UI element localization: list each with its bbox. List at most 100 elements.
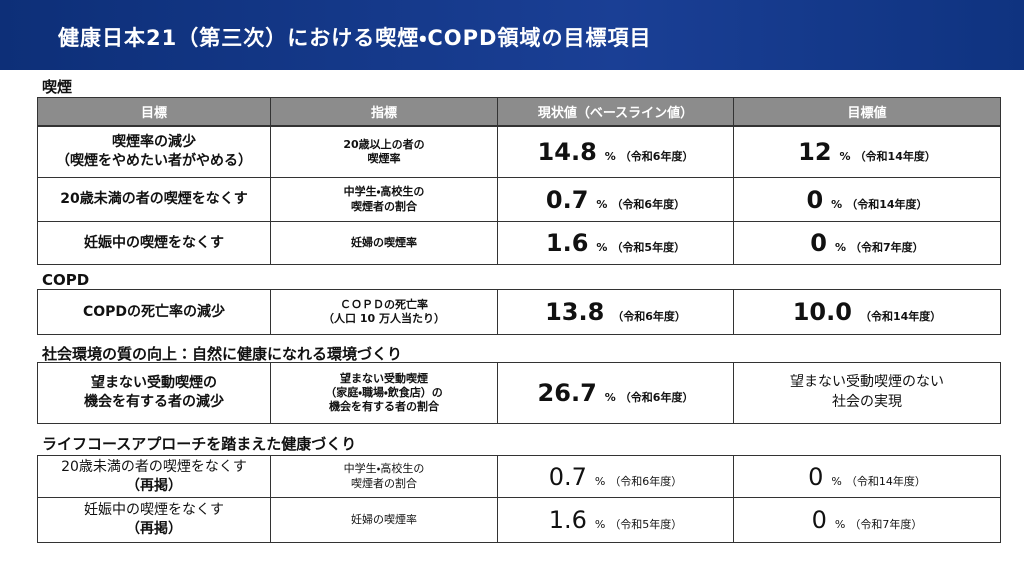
indicator: 20歳以上の者の 喫煙率 xyxy=(343,138,424,167)
unit: % xyxy=(839,150,851,163)
value: 12 xyxy=(798,138,832,166)
column-header: 現状値（ベースライン値） xyxy=(497,97,734,126)
note: （令和6年度） xyxy=(611,197,686,211)
note: （令和14年度） xyxy=(846,197,928,211)
goal: 喫煙率の減少 （喫煙をやめたい者がやめる） xyxy=(56,133,252,171)
note: （令和14年度） xyxy=(845,474,926,488)
text-line: 中学生・高校生の xyxy=(343,462,425,476)
text-line: （人口 10 万人当たり） xyxy=(323,312,445,325)
goal: 20歳未満の者の喫煙をなくす xyxy=(60,190,247,209)
unit: % xyxy=(596,197,608,211)
goal: 20歳未満の者の喫煙をなくす （再掲） xyxy=(61,458,247,496)
target-cell: 0% （令和7年度） xyxy=(733,221,1001,265)
indicator: 妊婦の喫煙率 xyxy=(351,236,417,250)
target-cell: 0% （令和7年度） xyxy=(733,497,1001,543)
target-cell: 10.0 （令和14年度） xyxy=(733,289,1001,335)
value-row: 13.8 （令和6年度） xyxy=(545,298,686,326)
target-cell: 0% （令和14年度） xyxy=(733,455,1001,498)
text-line: 中学生・高校生の xyxy=(343,185,425,199)
unit: % xyxy=(604,150,616,163)
note: （令和5年度） xyxy=(611,241,686,254)
indicator: 中学生・高校生の 喫煙者の割合 xyxy=(344,462,425,491)
baseline-cell: 1.6% （令和5年度） xyxy=(497,497,734,543)
column-header: 目標値 xyxy=(733,97,1001,126)
goal-cell: 20歳未満の者の喫煙をなくす xyxy=(37,177,271,222)
note: （令和7年度） xyxy=(849,518,923,531)
value: 1.6 xyxy=(545,229,589,257)
text-line: （喫煙をやめたい者がやめる） xyxy=(56,153,252,169)
unit: % xyxy=(594,518,606,531)
unit: % xyxy=(834,518,846,531)
value-row: 26.7% （令和6年度） xyxy=(538,379,694,407)
value: 0 xyxy=(806,185,824,214)
indicator-cell: 20歳以上の者の 喫煙率 xyxy=(270,126,498,178)
goal-cell: 望まない受動喫煙の 機会を有する者の減少 xyxy=(37,362,271,424)
indicator: 望まない受動喫煙 （家庭・職場・飲食店）の 機会を有する者の割合 xyxy=(325,372,442,415)
target-cell: 望まない受動喫煙のない 社会の実現 xyxy=(733,362,1001,424)
goal-cell: 20歳未満の者の喫煙をなくす （再掲） xyxy=(37,455,271,498)
text-line: 妊婦の喫煙率 xyxy=(351,512,417,526)
baseline-cell: 26.7% （令和6年度） xyxy=(497,362,734,424)
text-line: COPDの死亡率の減少 xyxy=(82,303,226,320)
value-row: 0.7% （令和6年度） xyxy=(546,186,685,214)
text-line: 喫煙者の割合 xyxy=(351,199,417,213)
value: 0.7 xyxy=(548,462,587,491)
baseline-cell: 0.7% （令和6年度） xyxy=(497,177,734,222)
goal: COPDの死亡率の減少 xyxy=(83,303,225,322)
text-line: 20歳未満の者の喫煙をなくす xyxy=(60,191,248,208)
text-line: 望まない受動喫煙のない xyxy=(790,374,944,391)
value: 13.8 xyxy=(545,298,605,326)
value: 26.7 xyxy=(537,379,597,407)
column-header: 指標 xyxy=(270,97,498,126)
text-line: 喫煙率 xyxy=(367,152,401,165)
text-line: 機会を有する者の減少 xyxy=(84,394,224,410)
indicator-cell: 望まない受動喫煙 （家庭・職場・飲食店）の 機会を有する者の割合 xyxy=(270,362,498,424)
text-line: 望まない受動喫煙の xyxy=(91,375,217,392)
value-row: 0% （令和14年度） xyxy=(806,186,927,214)
value-row: 0% （令和7年度） xyxy=(810,229,923,257)
section-title: 喫煙 xyxy=(42,78,73,96)
indicator-cell: 妊婦の喫煙率 xyxy=(270,221,498,265)
target-cell: 0% （令和14年度） xyxy=(733,177,1001,222)
goal: 望まない受動喫煙の 機会を有する者の減少 xyxy=(84,374,224,412)
indicator-cell: ＣＯＰＤの死亡率 （人口 10 万人当たり） xyxy=(270,289,498,335)
indicator-cell: 妊婦の喫煙率 xyxy=(270,497,498,543)
value: 14.8 xyxy=(537,138,597,166)
indicator-cell: 中学生・高校生の 喫煙者の割合 xyxy=(270,177,498,222)
baseline-cell: 14.8% （令和6年度） xyxy=(497,126,734,178)
value-row: 1.6% （令和5年度） xyxy=(549,506,683,534)
note: （令和7年度） xyxy=(850,241,924,254)
text-block: 望まない受動喫煙のない 社会の実現 xyxy=(790,373,944,412)
text-line: 機会を有する者の割合 xyxy=(328,400,439,414)
value-row: 1.6% （令和5年度） xyxy=(546,229,685,257)
unit: % xyxy=(594,474,606,488)
text-line: 妊娠中の喫煙をなくす xyxy=(84,502,224,519)
note: （令和6年度） xyxy=(619,150,694,163)
baseline-cell: 13.8 （令和6年度） xyxy=(497,289,734,335)
text-line: （再掲） xyxy=(126,521,182,537)
note: （令和6年度） xyxy=(612,310,686,323)
text-line: 妊婦の喫煙率 xyxy=(351,235,417,249)
value-row: 14.8% （令和6年度） xyxy=(538,138,694,166)
value: 0.7 xyxy=(545,185,589,214)
value: 0 xyxy=(811,506,827,534)
unit: % xyxy=(831,197,843,211)
unit: % xyxy=(835,241,847,254)
indicator: ＣＯＰＤの死亡率 （人口 10 万人当たり） xyxy=(323,298,445,327)
unit: % xyxy=(831,474,842,488)
value: 0 xyxy=(810,229,827,257)
value: 10.0 xyxy=(792,298,852,326)
unit: % xyxy=(596,241,608,254)
text-line: 妊娠中の喫煙をなくす xyxy=(84,234,224,251)
value: 1.6 xyxy=(548,506,587,534)
indicator: 中学生・高校生の 喫煙者の割合 xyxy=(344,185,425,214)
note: （令和5年度） xyxy=(609,518,683,531)
text-line: 望まない受動喫煙 xyxy=(339,371,428,385)
text-line: 喫煙者の割合 xyxy=(351,476,417,490)
note: （令和6年度） xyxy=(609,474,683,488)
unit: % xyxy=(604,391,616,404)
note: （令和14年度） xyxy=(854,150,936,163)
goal-cell: 妊娠中の喫煙をなくす （再掲） xyxy=(37,497,271,543)
section-title: ライフコースアプローチを踏まえた健康づくり xyxy=(42,435,357,453)
